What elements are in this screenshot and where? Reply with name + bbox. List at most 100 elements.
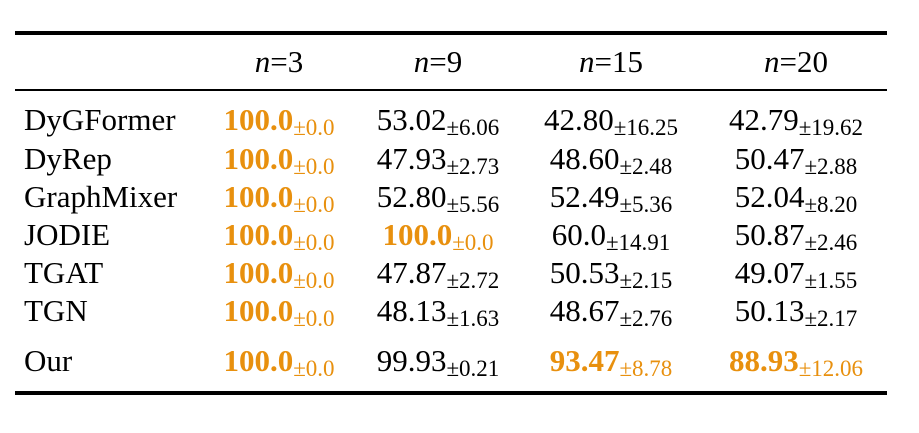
method-name: GraphMixer xyxy=(24,179,178,214)
std-value: ±2.73 xyxy=(446,154,500,179)
std-value: ±0.0 xyxy=(293,268,335,293)
mean-value: 100.0 xyxy=(223,141,294,176)
table-row: Our 100.0±0.0 99.93±0.21 93.47±8.78 88.93±12… xyxy=(0,342,919,383)
std-value: ±19.62 xyxy=(798,115,864,140)
result-cell: 100.0±0.0 xyxy=(206,101,352,142)
result-cell: 100.0±0.0 xyxy=(206,342,352,383)
std-value: ±16.25 xyxy=(613,115,679,140)
result-cell: 50.53±2.15 xyxy=(525,254,697,295)
result-cell: 100.0±0.0 xyxy=(206,292,352,333)
col-header-var: n xyxy=(413,44,430,79)
std-value: ±8.78 xyxy=(619,356,673,381)
method-name: Our xyxy=(24,343,73,378)
method-name: JODIE xyxy=(24,217,111,252)
method-name: TGN xyxy=(24,293,88,328)
result-cell: 49.07±1.55 xyxy=(707,254,885,295)
table-row: DyRep 100.0±0.0 47.93±2.73 48.60±2.48 50.47±… xyxy=(0,140,919,181)
result-cell: 50.87±2.46 xyxy=(707,216,885,257)
std-value: ±2.46 xyxy=(804,230,858,255)
result-cell: 48.13±1.63 xyxy=(358,292,518,333)
result-cell: 60.0±14.91 xyxy=(525,216,697,257)
result-cell: 52.49±5.36 xyxy=(525,178,697,219)
mean-value: 50.47 xyxy=(734,141,805,176)
mean-value: 50.53 xyxy=(549,255,620,290)
result-cell: 88.93±12.06 xyxy=(707,342,885,383)
std-value: ±2.76 xyxy=(619,306,673,331)
table-row: GraphMixer 100.0±0.0 52.80±5.56 52.49±5.36 5… xyxy=(0,178,919,219)
mean-value: 88.93 xyxy=(728,343,799,378)
col-header-eq: =3 xyxy=(270,44,304,79)
mean-value: 47.87 xyxy=(376,255,447,290)
col-header-eq: =9 xyxy=(429,44,463,79)
mean-value: 53.02 xyxy=(376,102,447,137)
method-name: DyRep xyxy=(24,141,112,176)
result-cell: 50.13±2.17 xyxy=(707,292,885,333)
col-header-var: n xyxy=(254,44,271,79)
std-value: ±6.06 xyxy=(446,115,500,140)
mean-value: 42.80 xyxy=(543,102,614,137)
result-cell: 52.04±8.20 xyxy=(707,178,885,219)
mean-value: 47.93 xyxy=(376,141,447,176)
result-cell: 47.93±2.73 xyxy=(358,140,518,181)
mean-value: 48.67 xyxy=(549,293,620,328)
mean-value: 52.49 xyxy=(549,179,620,214)
col-header-eq: =20 xyxy=(779,44,828,79)
std-value: ±0.21 xyxy=(446,356,500,381)
mean-value: 100.0 xyxy=(223,255,294,290)
col-header-eq: =15 xyxy=(594,44,643,79)
mean-value: 52.04 xyxy=(734,179,805,214)
mean-value: 50.13 xyxy=(734,293,805,328)
std-value: ±8.20 xyxy=(804,192,858,217)
col-header-n20: n=20 xyxy=(707,40,885,84)
header-rule xyxy=(15,89,887,91)
std-value: ±5.36 xyxy=(619,192,673,217)
col-header-n9: n=9 xyxy=(358,40,518,84)
result-cell: 99.93±0.21 xyxy=(358,342,518,383)
std-value: ±2.88 xyxy=(804,154,858,179)
result-cell: 52.80±5.56 xyxy=(358,178,518,219)
col-header-var: n xyxy=(579,44,595,79)
result-cell: 48.67±2.76 xyxy=(525,292,697,333)
result-cell: 47.87±2.72 xyxy=(358,254,518,295)
result-cell: 42.79±19.62 xyxy=(707,101,885,142)
std-value: ±0.0 xyxy=(293,356,335,381)
mean-value: 93.47 xyxy=(549,343,620,378)
result-cell: 100.0±0.0 xyxy=(206,178,352,219)
result-cell: 100.0±0.0 xyxy=(206,216,352,257)
table-row: TGAT 100.0±0.0 47.87±2.72 50.53±2.15 49.07±1… xyxy=(0,254,919,295)
result-cell: 42.80±16.25 xyxy=(525,101,697,142)
table-row: DyGFormer 100.0±0.0 53.02±6.06 42.80±16.25 4… xyxy=(0,101,919,142)
result-cell: 100.0±0.0 xyxy=(206,140,352,181)
mean-value: 60.0 xyxy=(551,217,606,252)
col-header-n3: n=3 xyxy=(206,40,352,84)
method-name: DyGFormer xyxy=(24,102,176,137)
mean-value: 100.0 xyxy=(223,293,294,328)
mean-value: 100.0 xyxy=(223,102,294,137)
std-value: ±12.06 xyxy=(798,356,864,381)
std-value: ±0.0 xyxy=(293,306,335,331)
std-value: ±2.15 xyxy=(619,268,673,293)
bottom-rule xyxy=(15,391,887,395)
mean-value: 99.93 xyxy=(376,343,447,378)
std-value: ±0.0 xyxy=(293,230,335,255)
std-value: ±2.72 xyxy=(446,268,500,293)
std-value: ±0.0 xyxy=(293,192,335,217)
result-cell: 53.02±6.06 xyxy=(358,101,518,142)
table-row: JODIE 100.0±0.0 100.0±0.0 60.0±14.91 50.87±2… xyxy=(0,216,919,257)
mean-value: 49.07 xyxy=(734,255,805,290)
mean-value: 48.60 xyxy=(549,141,620,176)
std-value: ±2.48 xyxy=(619,154,673,179)
table-row: TGN 100.0±0.0 48.13±1.63 48.67±2.76 50.13±2.… xyxy=(0,292,919,333)
mean-value: 100.0 xyxy=(223,179,294,214)
std-value: ±1.55 xyxy=(804,268,858,293)
result-cell: 48.60±2.48 xyxy=(525,140,697,181)
std-value: ±0.0 xyxy=(452,230,494,255)
result-cell: 50.47±2.88 xyxy=(707,140,885,181)
mean-value: 48.13 xyxy=(376,293,447,328)
std-value: ±0.0 xyxy=(293,154,335,179)
mean-value: 100.0 xyxy=(223,217,294,252)
std-value: ±1.63 xyxy=(446,306,500,331)
mean-value: 50.87 xyxy=(734,217,805,252)
mean-value: 42.79 xyxy=(728,102,799,137)
top-rule xyxy=(15,31,887,35)
